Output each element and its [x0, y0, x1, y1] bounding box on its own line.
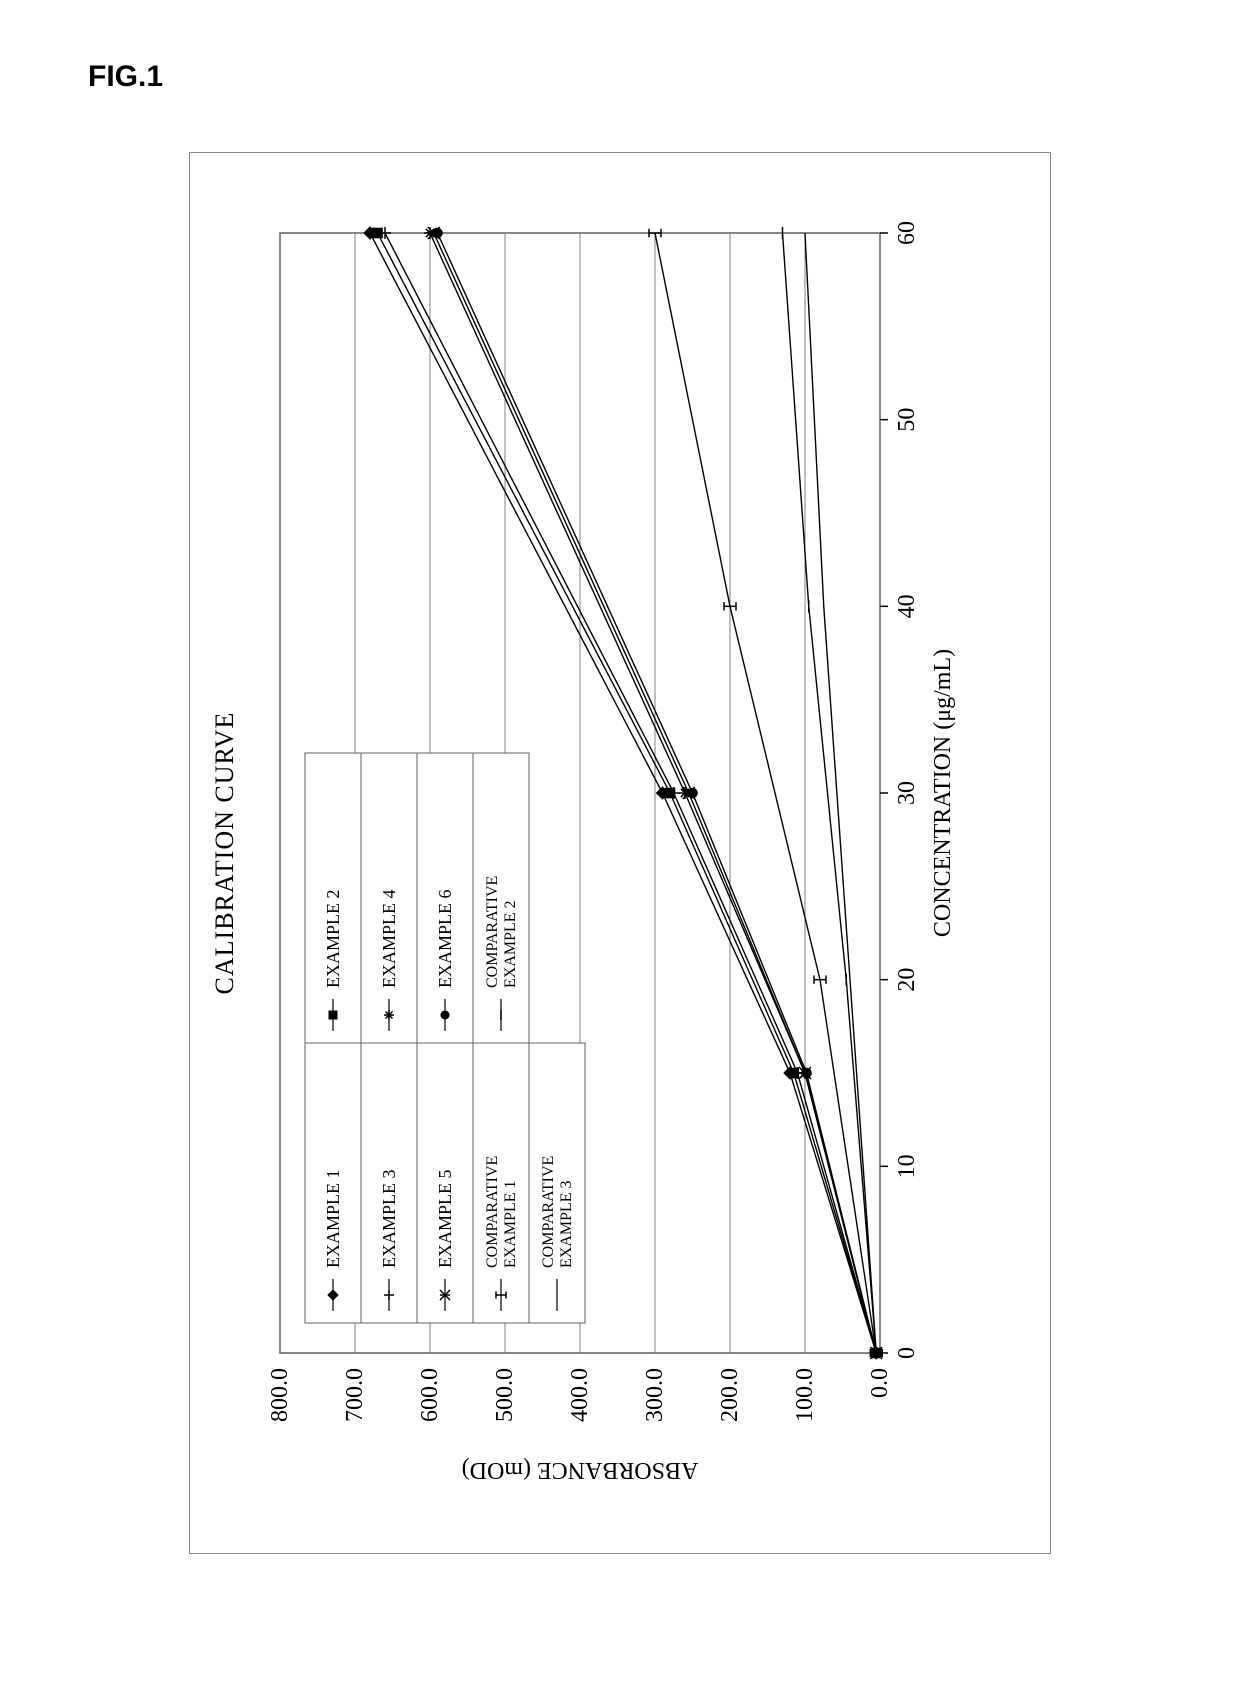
svg-text:50: 50 [894, 408, 920, 432]
svg-text:EXAMPLE 4: EXAMPLE 4 [379, 890, 399, 989]
series-comparative-example-3 [805, 233, 876, 1353]
svg-text:EXAMPLE 6: EXAMPLE 6 [435, 890, 455, 989]
chart-rotator: CALIBRATION CURVE 0.0100.0200.0300.0400.… [189, 152, 1051, 1554]
svg-text:10: 10 [894, 1154, 920, 1178]
svg-text:EXAMPLE 5: EXAMPLE 5 [435, 1170, 455, 1269]
svg-text:600.0: 600.0 [417, 1368, 443, 1422]
svg-text:0.0: 0.0 [867, 1368, 893, 1398]
svg-text:100.0: 100.0 [792, 1368, 818, 1422]
svg-text:300.0: 300.0 [642, 1368, 668, 1422]
svg-text:COMPARATIVE: COMPARATIVE [484, 876, 501, 988]
series-comparative-example-2 [783, 227, 877, 1359]
svg-text:EXAMPLE 3: EXAMPLE 3 [558, 1180, 575, 1268]
svg-text:EXAMPLE 2: EXAMPLE 2 [502, 900, 519, 988]
svg-text:20: 20 [894, 968, 920, 992]
svg-text:EXAMPLE 3: EXAMPLE 3 [379, 1170, 399, 1269]
chart-svg: 0.0 100.0 200.0 300.0 400.0 500.0 600.0 700.0 80… [190, 153, 1050, 1553]
page-root: FIG.1 CALIBRATION CURVE 0.0100.0200.0300… [0, 0, 1240, 1706]
chart-outer-frame: CALIBRATION CURVE 0.0100.0200.0300.0400.… [189, 152, 1051, 1554]
svg-text:CONCENTRATION (μg/mL): CONCENTRATION (μg/mL) [930, 649, 956, 937]
svg-text:0: 0 [894, 1347, 920, 1359]
svg-text:COMPARATIVE: COMPARATIVE [540, 1156, 557, 1268]
svg-text:700.0: 700.0 [342, 1368, 368, 1422]
svg-text:40: 40 [894, 594, 920, 618]
svg-text:500.0: 500.0 [492, 1368, 518, 1422]
svg-text:800.0: 800.0 [267, 1368, 293, 1422]
svg-text:EXAMPLE 2: EXAMPLE 2 [323, 890, 343, 989]
svg-text:400.0: 400.0 [567, 1368, 593, 1422]
svg-text:EXAMPLE 1: EXAMPLE 1 [323, 1170, 343, 1269]
svg-text:30: 30 [894, 781, 920, 805]
svg-text:EXAMPLE 1: EXAMPLE 1 [502, 1180, 519, 1268]
svg-text:ABSORBANCE (mOD): ABSORBANCE (mOD) [462, 1457, 699, 1483]
svg-text:COMPARATIVE: COMPARATIVE [484, 1156, 501, 1268]
svg-text:200.0: 200.0 [717, 1368, 743, 1422]
legend: EXAMPLE 1 EXAMPLE 2 EXAMPLE 3 EXAMPLE 4 EXAM… [305, 753, 585, 1323]
svg-text:60: 60 [894, 221, 920, 245]
figure-label: FIG.1 [88, 60, 163, 94]
